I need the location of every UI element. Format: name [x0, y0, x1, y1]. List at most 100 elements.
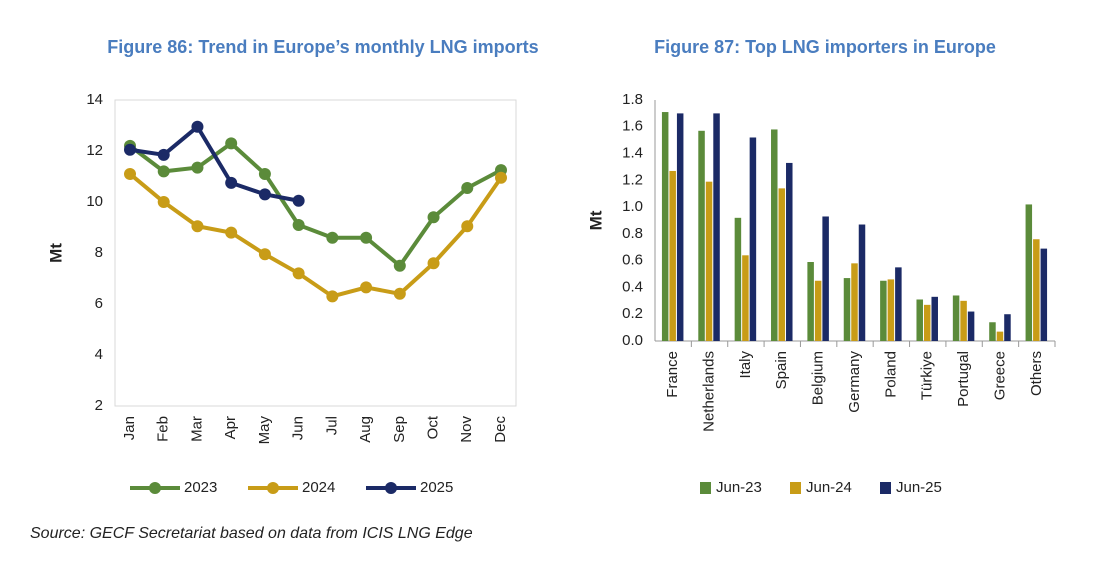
source-note: Source: GECF Secretariat based on data f…	[30, 525, 473, 542]
y-tick-label: 0.2	[622, 305, 643, 322]
bar	[996, 331, 1004, 341]
point	[461, 220, 474, 233]
bar	[778, 188, 786, 341]
point	[461, 181, 474, 194]
point	[225, 137, 238, 150]
plot-frame	[114, 99, 517, 407]
bar	[734, 217, 742, 341]
bar	[807, 262, 814, 341]
y-tick-label: 14	[86, 91, 103, 108]
point	[360, 231, 373, 244]
legend-label: Jun-23	[716, 479, 762, 496]
bar	[1025, 204, 1033, 341]
point	[191, 120, 204, 133]
x-tick-label: Spain	[773, 351, 790, 389]
bar	[822, 216, 829, 341]
bar	[931, 296, 938, 341]
bar	[713, 113, 720, 341]
bar	[843, 278, 851, 341]
bar	[916, 299, 923, 341]
bar	[705, 181, 713, 341]
x-tick-label: Poland	[882, 351, 899, 398]
y-tick-label: 10	[86, 193, 103, 210]
x-tick-label: Italy	[737, 351, 754, 379]
point	[157, 196, 170, 208]
y-tick-label: 0.0	[622, 332, 643, 349]
legend-label: 2023	[184, 479, 217, 496]
bar	[698, 130, 705, 341]
x-tick-label: Nov	[458, 416, 475, 443]
bar	[952, 295, 960, 341]
chart-title: Figure 86: Trend in Europe’s monthly LNG…	[107, 37, 538, 57]
bar	[880, 280, 887, 341]
y-tick-label: 8	[95, 244, 103, 261]
x-tick-label: France	[664, 351, 681, 398]
x-tick-label: Jul	[323, 416, 340, 435]
x-tick-label: Others	[1028, 351, 1045, 396]
bar	[669, 170, 676, 341]
y-tick-label: 1.0	[622, 198, 643, 215]
x-tick-label: Jan	[121, 416, 138, 440]
point	[292, 194, 305, 207]
bar	[851, 263, 858, 341]
y-tick-label: 1.6	[622, 118, 643, 135]
x-tick-label: Sep	[391, 416, 408, 443]
bar	[749, 137, 757, 341]
y-tick-label: 1.2	[622, 171, 643, 188]
point	[427, 257, 440, 270]
point	[225, 176, 238, 189]
bar	[895, 267, 902, 341]
y-axis-label: Mt	[586, 210, 605, 230]
point	[393, 287, 406, 300]
y-tick-label: 0.4	[622, 278, 643, 295]
legend-swatch	[700, 482, 711, 494]
x-tick-label: Portugal	[955, 351, 972, 407]
x-tick-label: Greece	[991, 351, 1008, 400]
legend-label: 2024	[302, 479, 335, 496]
point	[157, 148, 170, 161]
line-series	[128, 172, 503, 299]
y-tick-label: 1.4	[622, 145, 643, 162]
point	[292, 267, 305, 280]
point	[258, 188, 271, 201]
x-tick-label: Feb	[155, 416, 172, 442]
point	[258, 167, 271, 180]
point	[225, 226, 238, 239]
y-tick-label: 1.8	[622, 91, 643, 108]
y-tick-label: 4	[95, 346, 103, 363]
y-tick-label: 2	[95, 397, 103, 414]
legend-marker	[267, 482, 279, 494]
legend-label: Jun-25	[896, 479, 942, 496]
y-tick-label: 6	[95, 295, 103, 312]
x-tick-label: Aug	[357, 416, 374, 443]
bar	[786, 162, 793, 341]
x-tick-label: Mar	[188, 416, 205, 442]
y-axis-label: Mt	[46, 243, 65, 263]
bar	[989, 322, 996, 341]
bar	[742, 255, 749, 341]
x-tick-label: Apr	[222, 416, 239, 439]
x-tick-label: Oct	[425, 415, 442, 439]
point	[360, 281, 373, 294]
legend-swatch	[790, 482, 801, 494]
bar	[858, 224, 866, 341]
bar	[814, 280, 822, 341]
legend-label: Jun-24	[806, 479, 852, 496]
bar	[967, 311, 975, 341]
x-tick-label: Germany	[846, 351, 863, 413]
bar	[960, 300, 967, 341]
x-tick-label: Belgium	[810, 351, 827, 405]
point	[191, 161, 204, 174]
bar	[1004, 314, 1011, 341]
x-tick-label: May	[256, 416, 273, 445]
bar	[923, 304, 931, 341]
point	[393, 259, 406, 272]
bar	[887, 279, 895, 341]
bar	[676, 113, 684, 341]
point	[326, 290, 339, 303]
point	[326, 231, 339, 244]
chart-title: Figure 87: Top LNG importers in Europe	[654, 37, 996, 57]
point	[427, 211, 440, 224]
legend-swatch	[880, 482, 891, 494]
